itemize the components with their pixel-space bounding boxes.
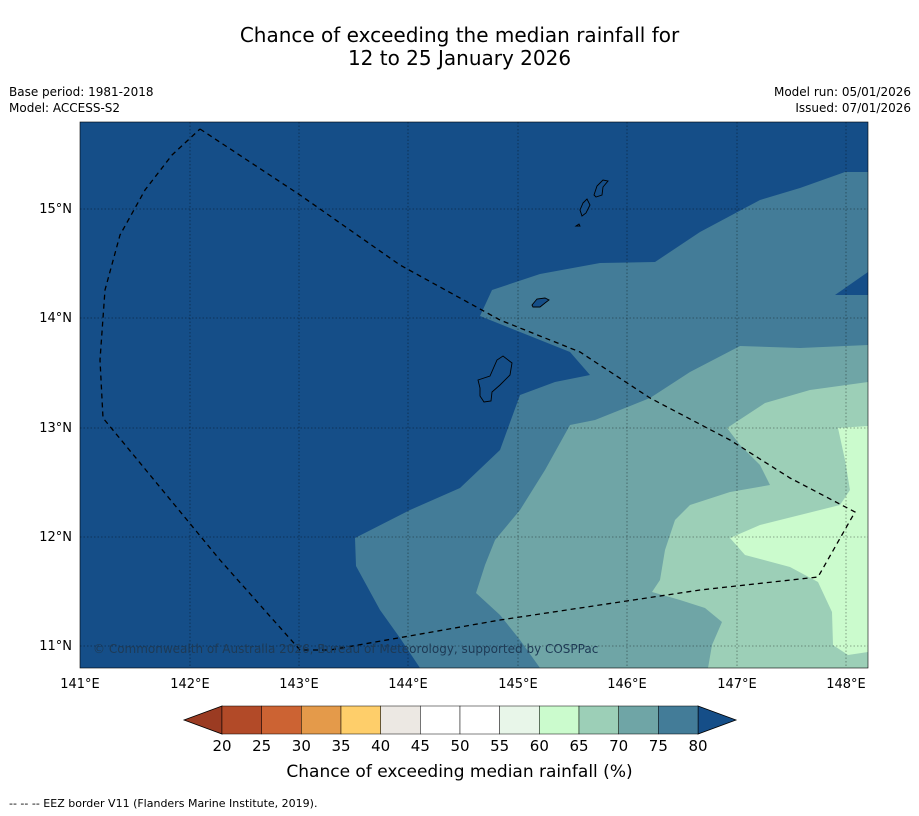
lon-tick-labels: 141°E 142°E 143°E 144°E 145°E 146°E 147°… (60, 677, 866, 692)
colorbar-swatch (420, 705, 461, 735)
lon-tick-142: 142°E (170, 677, 210, 692)
lat-tick-labels: 15°N 14°N 13°N 12°N 11°N (39, 202, 72, 654)
colorbar-title: Chance of exceeding median rainfall (%) (286, 762, 633, 782)
colorbar-tick-label: 75 (649, 737, 668, 755)
island-outlines (477, 179, 609, 403)
lon-tick-146: 146°E (607, 677, 647, 692)
colorbar-swatch (380, 705, 421, 735)
colorbar-tick-label: 70 (609, 737, 628, 755)
lat-tick-13: 13°N (39, 421, 72, 436)
issued-label: Issued: 07/01/2026 (795, 101, 911, 115)
colorbar-tick-label: 55 (490, 737, 509, 755)
model-label: Model: ACCESS-S2 (9, 101, 121, 115)
guam-island (477, 355, 513, 403)
graticule (80, 122, 868, 668)
colorbar-tick-label: 30 (292, 737, 311, 755)
colorbar-tick-label: 45 (411, 737, 430, 755)
tinian-island (579, 198, 591, 217)
saipan-island (593, 179, 609, 198)
colorbar-tick-label: 80 (688, 737, 707, 755)
colorbar-swatch (459, 705, 500, 735)
colorbar-tick-label: 60 (530, 737, 549, 755)
map-frame (79, 121, 869, 669)
aguijan-islet (574, 223, 581, 227)
lon-tick-145: 145°E (498, 677, 538, 692)
contour-band-60-65 (730, 426, 868, 655)
copyright-notice: © Commonwealth of Australia 2026, Bureau… (93, 642, 598, 656)
lon-tick-144: 144°E (388, 677, 428, 692)
eez-footnote: -- -- -- EEZ border V11 (Flanders Marine… (9, 797, 318, 810)
colorbar-swatch (221, 705, 262, 735)
colorbar-tick-label: 35 (331, 737, 350, 755)
colorbar: 20 25 30 35 40 45 50 55 60 65 70 75 80 (182, 705, 738, 755)
lon-tick-143: 143°E (279, 677, 319, 692)
colorbar-tick-label: 40 (371, 737, 390, 755)
lat-tick-14: 14°N (39, 311, 72, 326)
colorbar-tick-label: 65 (569, 737, 588, 755)
colorbar-swatch (539, 705, 580, 735)
lat-tick-15: 15°N (39, 202, 72, 217)
colorbar-swatch (578, 705, 619, 735)
rota-island (531, 297, 550, 308)
lon-tick-147: 147°E (717, 677, 757, 692)
lat-tick-11: 11°N (39, 639, 72, 654)
colorbar-swatch (658, 705, 699, 735)
colorbar-under-arrow (182, 705, 223, 735)
lon-tick-141: 141°E (60, 677, 100, 692)
lon-tick-148: 148°E (826, 677, 866, 692)
model-run-label: Model run: 05/01/2026 (773, 85, 911, 99)
eez-border (99, 128, 856, 651)
map-title-line2: 12 to 25 January 2026 (347, 46, 572, 70)
colorbar-swatch (499, 705, 540, 735)
colorbar-tick-label: 50 (450, 737, 469, 755)
colorbar-swatch (618, 705, 659, 735)
colorbar-over-arrow (697, 705, 738, 735)
map-title-line1: Chance of exceeding the median rainfall … (239, 23, 680, 47)
lat-tick-12: 12°N (39, 530, 72, 545)
colorbar-swatch (301, 705, 342, 735)
base-period-label: Base period: 1981-2018 (9, 85, 154, 99)
colorbar-tick-label: 25 (252, 737, 271, 755)
contour-field: © Commonwealth of Australia 2026, Bureau… (80, 122, 868, 668)
colorbar-swatch (261, 705, 302, 735)
colorbar-swatch (340, 705, 381, 735)
colorbar-tick-label: 20 (212, 737, 231, 755)
